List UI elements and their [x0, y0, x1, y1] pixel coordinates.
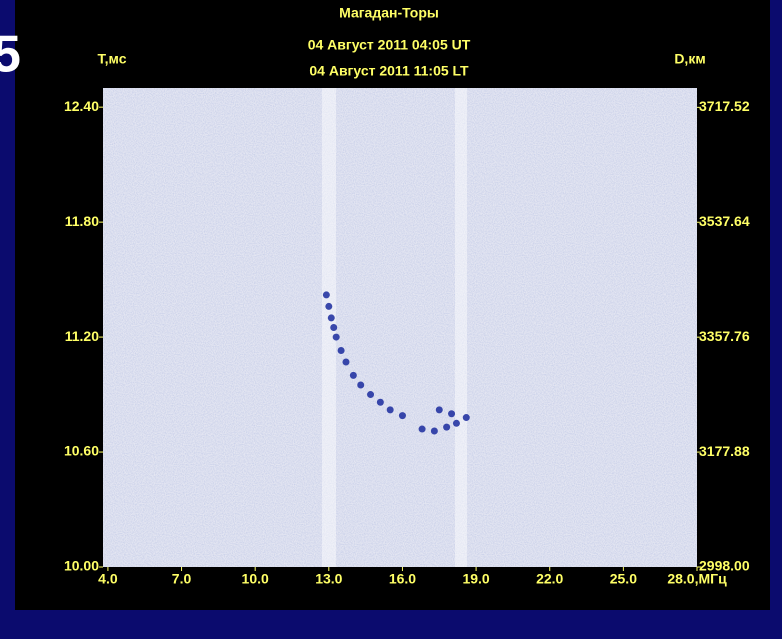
- x-tick-label: 16.0: [389, 571, 416, 587]
- trace-point: [387, 406, 394, 413]
- trace-point: [377, 399, 384, 406]
- y2-tick-label: 3177.88: [699, 443, 750, 459]
- trace-point: [399, 412, 406, 419]
- trace-point: [325, 303, 332, 310]
- y2-label: D,км: [674, 51, 705, 67]
- trace-point: [463, 414, 470, 421]
- y-tick-label: 10.60: [64, 443, 99, 459]
- subtitle: 04 Август 2011 11:05 LT: [309, 63, 469, 79]
- y2-tick-label: 3537.64: [699, 213, 750, 229]
- trace-point: [453, 420, 460, 427]
- trace-point: [323, 291, 330, 298]
- page: {"slide_number": "5", "chart_data": { "t…: [0, 0, 782, 639]
- x-tick-label: 13.0: [315, 571, 342, 587]
- trace-point: [431, 427, 438, 434]
- trace-point: [333, 334, 340, 341]
- y-tick-label: 10.00: [64, 558, 99, 574]
- trace-point: [448, 410, 455, 417]
- x-tick-label: 10.0: [242, 571, 269, 587]
- plot-noise: [103, 88, 697, 567]
- trace-point: [419, 426, 426, 433]
- trace-point: [367, 391, 374, 398]
- y-label: Т,мс: [98, 51, 127, 67]
- chart: 5 Магадан-Торы 04 Август 2011 04:05 UT 0…: [0, 0, 782, 639]
- trace-point: [343, 358, 350, 365]
- y-tick-label: 12.40: [64, 98, 99, 114]
- trace-point: [443, 424, 450, 431]
- trace-point: [330, 324, 337, 331]
- trace-point: [350, 372, 357, 379]
- y2-tick-label: 3357.76: [699, 328, 750, 344]
- chart-title: Магадан-Торы: [339, 5, 439, 21]
- band: [455, 88, 467, 567]
- subtitle: 04 Август 2011 04:05 UT: [308, 37, 471, 53]
- trace-point: [357, 381, 364, 388]
- y-tick-label: 11.20: [65, 328, 99, 344]
- x-tick-label: 7.0: [172, 571, 192, 587]
- y-tick-label: 11.80: [65, 213, 99, 229]
- x-tick-label: 25.0: [610, 571, 637, 587]
- trace-point: [328, 314, 335, 321]
- trace-point: [436, 406, 443, 413]
- trace-point: [338, 347, 345, 354]
- y2-tick-label: 2998.00: [699, 558, 750, 574]
- slide-number: 5: [0, 26, 21, 84]
- x-tick-label: 19.0: [462, 571, 489, 587]
- x-tick-label: 22.0: [536, 571, 563, 587]
- x-tick-label: 4.0: [98, 571, 118, 587]
- y2-tick-label: 3717.52: [699, 98, 750, 114]
